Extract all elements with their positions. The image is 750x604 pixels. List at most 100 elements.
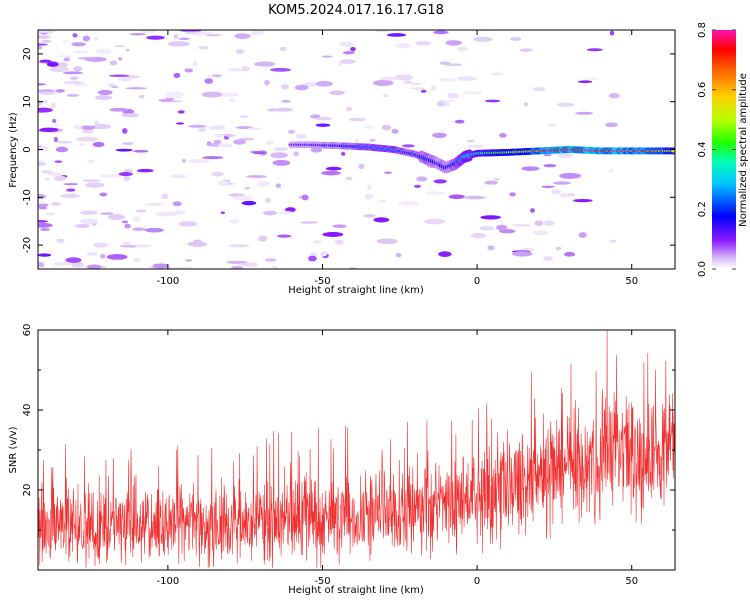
spectrogram-noise-cell xyxy=(66,93,80,97)
spectrogram-noise-cell xyxy=(532,86,546,92)
spectrogram-noise-cell xyxy=(521,166,540,171)
spectrogram-noise-cell xyxy=(397,201,419,206)
spectrogram-noise-cell xyxy=(71,42,87,47)
spectrogram-noise-cell xyxy=(229,219,240,224)
spectrogram-noise-cell xyxy=(420,89,427,93)
colorbar-tick-label: 0.2 xyxy=(697,201,708,217)
spectrogram-noise-cell xyxy=(114,45,126,48)
spectrogram-noise-cell xyxy=(100,212,114,215)
spectrogram-noise-cell xyxy=(211,171,224,177)
spectrogram-noise-cell xyxy=(354,139,360,144)
spectrogram-noise-cell xyxy=(81,125,96,130)
spectrogram-noise-cell xyxy=(457,46,468,52)
spectrogram-noise-cell xyxy=(140,30,157,33)
spectrogram-noise-cell xyxy=(563,251,576,257)
spectrogram-noise-cell xyxy=(364,125,375,129)
spectrogram-noise-cell xyxy=(110,85,119,89)
spectrogram-noise-cell xyxy=(241,200,257,206)
spectrogram-noise-cell xyxy=(178,221,198,227)
spectrogram-noise-cell xyxy=(92,141,105,148)
spectrogram-noise-cell xyxy=(309,252,317,257)
spectrogram-noise-cell xyxy=(320,251,328,257)
spectrogram-noise-cell xyxy=(332,224,347,229)
spectrogram-noise-cell xyxy=(609,239,617,243)
spectrogram-noise-cell xyxy=(125,87,148,90)
spectrogram-noise-cell xyxy=(383,171,393,174)
spectrogram-noise-cell xyxy=(56,140,73,144)
spectrogram-noise-cell xyxy=(401,144,415,148)
spectrogram-noise-cell xyxy=(122,241,131,246)
spectrogram-noise-cell xyxy=(241,66,250,72)
spectrogram-noise-cell xyxy=(38,89,55,93)
spectrogram-noise-cell xyxy=(197,128,207,132)
spectrogram-noise-cell xyxy=(173,72,181,79)
spectrogram-noise-cell xyxy=(82,35,91,42)
spectrogram-noise-cell xyxy=(265,197,271,204)
spectrogram-noise-cell xyxy=(534,220,544,227)
x-tick-label: 50 xyxy=(625,576,638,587)
spectrogram-noise-cell xyxy=(184,31,200,35)
spectrogram-noise-cell xyxy=(73,66,83,72)
spectrogram-noise-cell xyxy=(228,244,250,248)
spectrogram-noise-cell xyxy=(138,94,145,99)
spectrogram-noise-cell xyxy=(541,185,555,188)
spectrogram-noise-cell xyxy=(532,230,548,236)
spectrogram-noise-cell xyxy=(220,211,225,214)
spectrogram-noise-cell xyxy=(69,76,79,80)
spectrogram-noise-cell xyxy=(345,106,353,112)
x-tick-label: 0 xyxy=(474,276,480,287)
spectrogram-noise-cell xyxy=(109,107,129,112)
spectrogram-noise-cell xyxy=(466,139,476,143)
spectrogram-noise-cell xyxy=(60,193,80,199)
spectrogram-noise-cell xyxy=(52,118,57,123)
spectrogram-noise-cell xyxy=(409,87,425,90)
spectrogram-noise-cell xyxy=(262,210,277,216)
spectrogram-noise-cell xyxy=(123,168,133,173)
snr-y-ticks: 20 40 60 xyxy=(22,324,675,531)
spectrogram-noise-cell xyxy=(225,134,234,137)
spectrogram-noise-cell xyxy=(490,72,504,76)
y-tick-label: 60 xyxy=(22,324,33,337)
spectrogram-noise-cell xyxy=(250,30,265,36)
spectrogram-noise-cell xyxy=(46,61,59,67)
spectrogram-noise-cell xyxy=(325,166,342,171)
spectrogram-noise-cell xyxy=(496,224,508,231)
spectrogram-noise-cell xyxy=(228,98,236,103)
spectrogram-noise-cell xyxy=(217,143,233,148)
spectrogram-noise-cell xyxy=(378,200,387,203)
spectrogram-noise-cell xyxy=(479,226,495,231)
spectrogram-noise-cell xyxy=(77,57,98,60)
spectrogram-noise-cell xyxy=(584,77,599,81)
spectrogram-noise-cell xyxy=(53,175,66,182)
spectrogram-noise-cell xyxy=(464,195,486,200)
spectrogram-noise-cell xyxy=(348,117,366,122)
spectrogram-noise-cell xyxy=(62,71,83,75)
spectrogram-noise-cell xyxy=(187,159,210,164)
spectrogram-x-label: Height of straight line (km) xyxy=(288,285,424,296)
spectrogram-noise-cell xyxy=(334,239,344,245)
spectrogram-noise-cell xyxy=(557,152,573,159)
spectrogram-noise-cell xyxy=(57,55,72,58)
spectrogram-y-ticks: -20 -10 0 10 20 xyxy=(22,48,675,253)
spectrogram-noise-cell xyxy=(287,129,296,134)
spectrogram-noise-cell xyxy=(158,98,172,102)
spectrogram-noise-cell xyxy=(63,183,79,186)
spectrogram-noise-cell xyxy=(95,48,111,55)
snr-panel: -100 -50 0 50 20 40 60 Height of straight lin… xyxy=(8,324,676,596)
spectrogram-noise-cell xyxy=(49,66,69,73)
spectrogram-noise-cell xyxy=(123,176,131,182)
spectrogram-noise-cell xyxy=(543,164,557,168)
spectrogram-noise-cell xyxy=(53,262,70,266)
spectrogram-noise-cell xyxy=(100,253,106,259)
spectrogram-noise-cell xyxy=(439,61,451,66)
spectrogram-noise-cell xyxy=(321,55,333,58)
spectrogram-noise-cell xyxy=(72,33,78,38)
spectrogram-noise-cell xyxy=(512,251,533,257)
y-tick-label: 20 xyxy=(22,48,33,61)
spectrogram-noise-cell xyxy=(556,102,575,107)
spectrogram-noise-cell xyxy=(445,63,463,67)
spectrogram-noise-cell xyxy=(125,48,130,52)
spectrogram-noise-cell xyxy=(432,132,447,139)
spectrogram-noise-cell xyxy=(55,89,65,93)
x-tick-label: -100 xyxy=(157,276,180,287)
